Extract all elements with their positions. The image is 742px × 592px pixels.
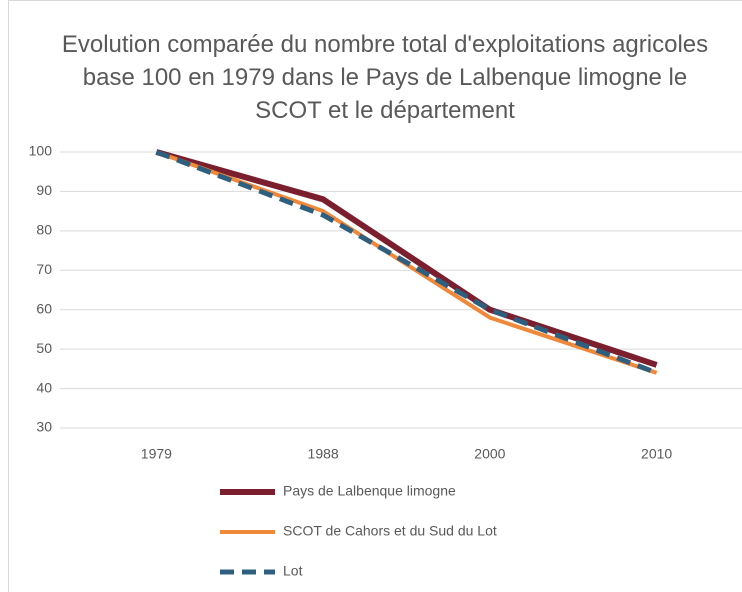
y-tick-label: 90 xyxy=(36,182,52,198)
y-tick-label: 30 xyxy=(36,419,52,435)
chart-title: Evolution comparée du nombre total d'exp… xyxy=(61,31,709,124)
series-line xyxy=(155,149,658,376)
y-tick-label: 80 xyxy=(36,222,52,238)
legend-label: SCOT de Cahors et du Sud du Lot xyxy=(283,523,497,539)
series-line xyxy=(155,149,658,368)
chart-border xyxy=(8,0,742,592)
x-tick-label: 2000 xyxy=(474,446,505,462)
y-tick-label: 100 xyxy=(29,143,53,159)
y-tick-label: 60 xyxy=(36,300,52,316)
y-tick-label: 40 xyxy=(36,379,52,395)
x-tick-label: 2010 xyxy=(641,446,672,462)
y-tick-label: 50 xyxy=(36,340,52,356)
legend-label: Lot xyxy=(283,563,303,579)
legend-label: Pays de Lalbenque limogne xyxy=(283,483,456,499)
x-tick-label: 1979 xyxy=(141,446,172,462)
x-tick-label: 1988 xyxy=(308,446,339,462)
y-tick-label: 70 xyxy=(36,261,52,277)
